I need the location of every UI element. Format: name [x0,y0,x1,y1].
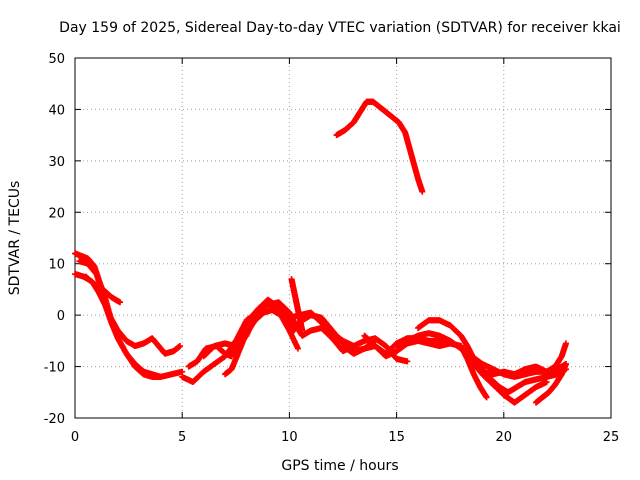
data-point [404,358,411,365]
series-arc-15 [479,340,569,378]
data-point [177,343,184,349]
x-tick-label: 0 [71,430,79,445]
series-arc-10 [333,98,426,195]
y-tick-label: -10 [44,361,65,376]
series-arc-1 [72,250,164,380]
data-point [483,394,490,401]
y-tick-label: 10 [48,258,65,273]
series-arc-8 [222,307,301,378]
series-arc-6 [185,296,379,370]
data-point [419,188,426,195]
x-tick-label: 25 [603,430,620,445]
x-axis-label: GPS time / hours [281,458,398,474]
y-tick-label: 0 [57,309,65,324]
x-tick-label: 5 [178,430,186,445]
series-arc-4 [82,273,124,306]
y-tick-label: 30 [48,155,65,170]
plot-frame [74,57,612,419]
y-tick-label: 40 [48,103,65,118]
axis-ticks: 0 5 10 15 20 25 -20 -10 0 10 20 30 40 50 [44,52,620,445]
x-tick-label: 10 [281,430,298,445]
data-point [299,327,306,334]
y-tick-label: -20 [44,412,65,427]
x-tick-label: 15 [388,430,405,445]
data-point [117,299,124,306]
data-point [562,361,569,367]
y-tick-label: 20 [48,206,65,221]
grid [75,58,611,418]
series-arc-3 [76,258,184,357]
series-arc-16 [532,361,569,406]
x-tick-label: 20 [496,430,513,445]
series-arc-14 [415,317,569,396]
data-point [294,345,301,352]
series-arc-2 [72,271,186,380]
data-point [562,340,569,347]
y-tick-label: 50 [48,52,65,67]
data-point [179,368,186,375]
y-axis-label: SDTVAR / TECUs [7,181,23,296]
data-points [72,98,569,406]
series-arc-9 [288,276,306,334]
chart-title: Day 159 of 2025, Sidereal Day-to-day VTE… [59,20,621,36]
